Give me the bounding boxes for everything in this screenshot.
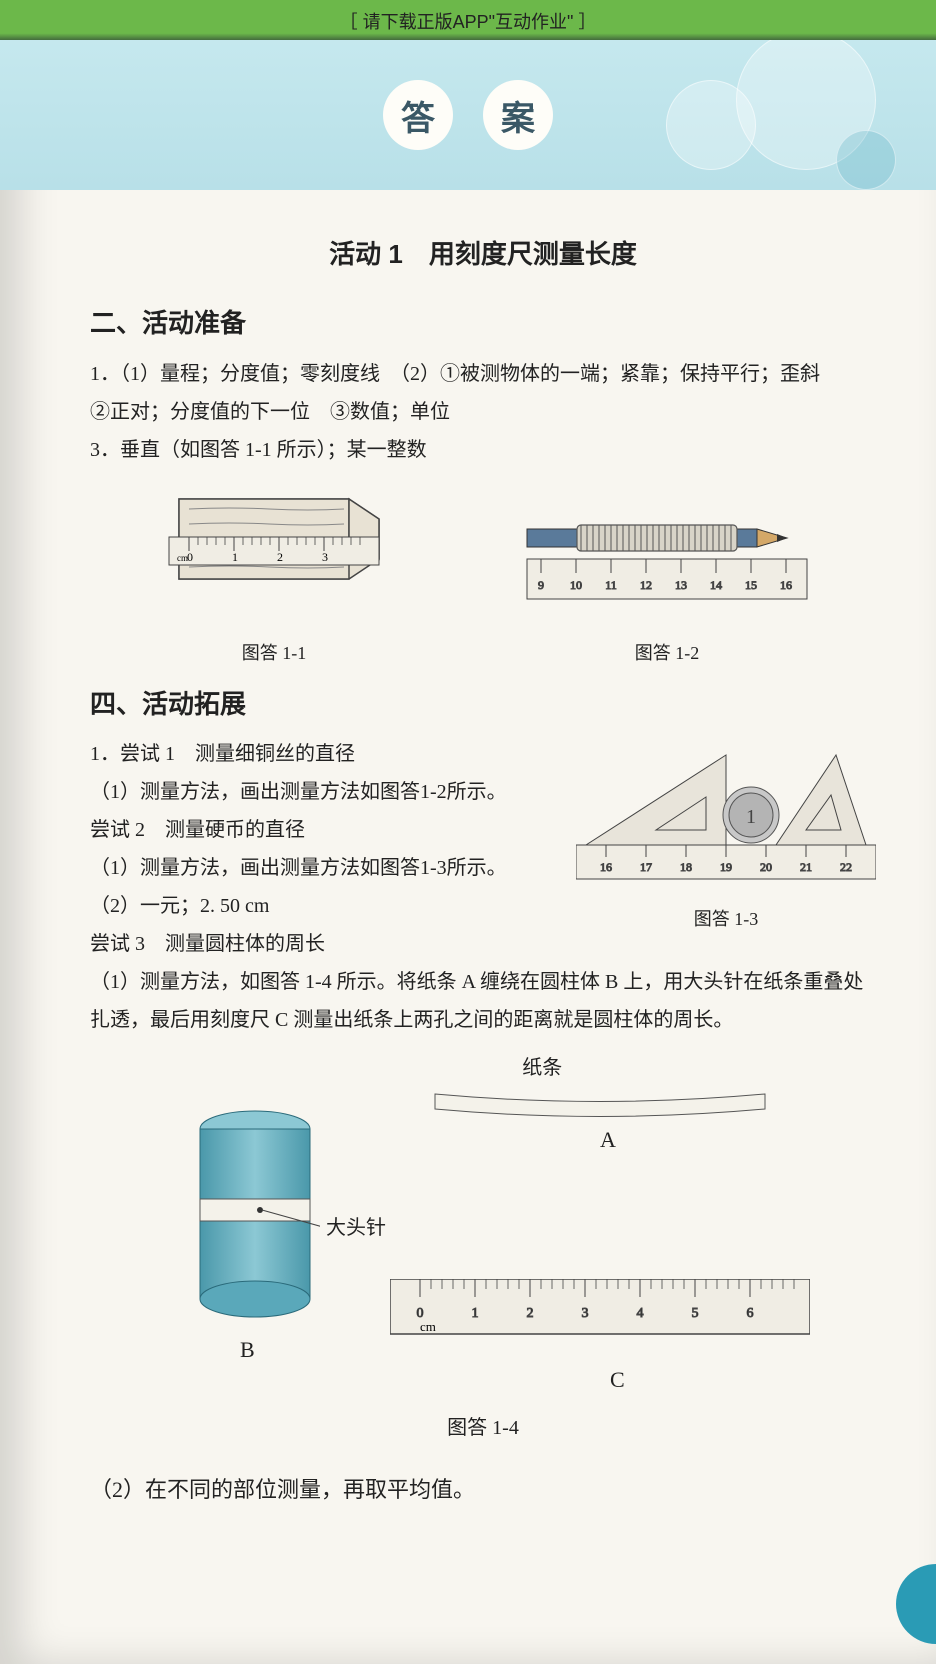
svg-text:20: 20 <box>760 860 772 874</box>
bubble-decoration <box>836 130 896 190</box>
content: 活动 1 用刻度尺测量长度 二、活动准备 1．（1）量程；分度值；零刻度线 （2… <box>0 190 936 1531</box>
label-c: C <box>610 1359 625 1401</box>
figure-1-3: 1 16 17 18 19 20 21 22 图答 1-3 <box>576 735 876 936</box>
svg-text:21: 21 <box>800 860 812 874</box>
title-char-1: 答 <box>383 80 453 150</box>
svg-text:4: 4 <box>637 1306 644 1321</box>
cylinder-b <box>190 1109 320 1342</box>
svg-text:18: 18 <box>680 860 692 874</box>
svg-text:3: 3 <box>322 550 328 564</box>
title-char-2: 案 <box>483 80 553 150</box>
pin-label: 大头针 <box>326 1209 386 1247</box>
last-line: （2）在不同的部位测量，再取平均值。 <box>90 1469 876 1511</box>
svg-text:9: 9 <box>538 578 544 592</box>
svg-text:16: 16 <box>780 578 792 592</box>
section-4-heading: 四、活动拓展 <box>90 680 876 729</box>
svg-text:19: 19 <box>720 860 732 874</box>
header-band: 答 案 <box>0 40 936 190</box>
svg-text:12: 12 <box>640 578 652 592</box>
figcap-1-2: 图答 1-2 <box>517 636 817 670</box>
figure-row-1: 0 cm 1 2 3 图答 1-1 <box>90 479 876 670</box>
svg-text:1: 1 <box>746 806 756 828</box>
svg-text:14: 14 <box>710 578 722 592</box>
figcap-1-4: 图答 1-4 <box>90 1409 876 1447</box>
svg-text:13: 13 <box>675 578 687 592</box>
ruler-c: 0 1 2 3 4 5 6 cm <box>390 1279 810 1362</box>
svg-text:15: 15 <box>745 578 757 592</box>
svg-text:10: 10 <box>570 578 582 592</box>
svg-text:3: 3 <box>582 1306 589 1321</box>
svg-text:17: 17 <box>640 860 652 874</box>
section-2-heading: 二、活动准备 <box>90 299 876 348</box>
svg-text:1: 1 <box>232 550 238 564</box>
watermark-text: ［ 请下载正版APP"互动作业" ］ <box>0 8 936 34</box>
figure-1-2: 9 10 11 12 13 14 15 16 图答 1-2 <box>517 509 817 670</box>
s2-line2: ②正对；分度值的下一位 ③数值；单位 <box>90 393 876 431</box>
s2-line1: 1．（1）量程；分度值；零刻度线 （2）①被测物体的一端；紧靠；保持平行；歪斜 <box>90 355 876 393</box>
svg-text:5: 5 <box>692 1306 699 1321</box>
page: 答 案 活动 1 用刻度尺测量长度 二、活动准备 1．（1）量程；分度值；零刻度… <box>0 40 936 1664</box>
figure-1-1: 0 cm 1 2 3 图答 1-1 <box>149 479 399 670</box>
page-corner-tab <box>896 1564 936 1644</box>
svg-text:2: 2 <box>277 550 283 564</box>
bubble-decoration <box>666 80 756 170</box>
figure-1-4: 纸条 A <box>90 1049 876 1409</box>
svg-text:16: 16 <box>600 860 612 874</box>
svg-text:cm: cm <box>420 1319 436 1334</box>
svg-text:2: 2 <box>527 1306 534 1321</box>
svg-text:22: 22 <box>840 860 852 874</box>
svg-text:11: 11 <box>605 578 617 592</box>
label-a: A <box>600 1119 616 1161</box>
activity-title: 活动 1 用刻度尺测量长度 <box>90 230 876 279</box>
svg-text:1: 1 <box>472 1306 479 1321</box>
svg-text:6: 6 <box>747 1306 754 1321</box>
label-b: B <box>240 1329 255 1371</box>
title-chars: 答 案 <box>383 80 553 150</box>
svg-text:cm: cm <box>177 553 188 563</box>
figcap-1-3: 图答 1-3 <box>576 902 876 936</box>
figcap-1-1: 图答 1-1 <box>149 636 399 670</box>
s4-t3-1: （1）测量方法，如图答 1-4 所示。将纸条 A 缠绕在圆柱体 B 上，用大头针… <box>90 963 876 1039</box>
s2-line3: 3．垂直（如图答 1-1 所示）；某一整数 <box>90 431 876 469</box>
